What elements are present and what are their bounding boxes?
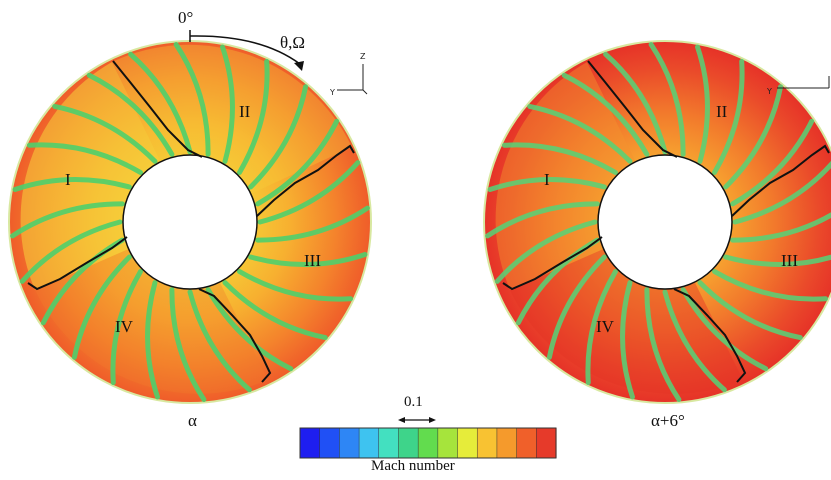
colorbar-swatch <box>339 428 360 458</box>
colorbar-swatch <box>496 428 518 458</box>
left-caption: α <box>188 411 197 430</box>
colorbar-swatches <box>300 428 557 458</box>
blade-wake <box>110 269 143 386</box>
left-sector-IV-label: IV <box>115 317 133 336</box>
blade-wake <box>648 42 686 157</box>
spacing-arrow <box>398 417 436 423</box>
blade-wake <box>71 254 132 360</box>
blade-wake <box>732 160 831 225</box>
blade-wake <box>515 237 600 326</box>
blade-wake <box>501 142 618 175</box>
right-axis-triad <box>777 76 830 89</box>
blade-wake <box>145 280 160 400</box>
colorbar-swatch <box>536 428 557 458</box>
right-sector-I-label: I <box>544 170 550 189</box>
rotation-arrow <box>196 35 301 65</box>
blade-wake <box>52 103 158 164</box>
colorbar <box>299 417 557 459</box>
blade-wake <box>680 287 769 372</box>
blade-wake <box>620 280 635 400</box>
right-sector-IV-label: IV <box>596 317 614 336</box>
colorbar-swatch <box>457 428 478 458</box>
blade-wake <box>19 219 123 284</box>
blade-wake <box>712 58 745 175</box>
left-rotor-contour <box>8 40 372 404</box>
blade-wake <box>248 84 309 190</box>
blade-wake <box>26 142 143 175</box>
colorbar-spacing-label: 0.1 <box>404 394 423 410</box>
blade-wake <box>257 160 361 225</box>
right-sector-III-label: III <box>781 251 798 270</box>
blade-wake <box>173 42 211 157</box>
left-axis-triad <box>337 64 368 95</box>
blade-wake <box>255 205 370 243</box>
colorbar-swatch <box>437 428 459 458</box>
colorbar-title: Mach number <box>371 458 455 474</box>
blade-wake <box>40 237 125 326</box>
blade-wake <box>237 58 270 175</box>
blade-wake <box>603 51 668 155</box>
blade-wake <box>10 201 125 239</box>
blade-wake <box>527 103 633 164</box>
left-hub <box>122 154 258 290</box>
blade-wake <box>546 254 607 360</box>
rotation-label: θ,Ω <box>280 33 306 52</box>
colorbar-swatch <box>516 428 537 458</box>
blade-wake <box>248 252 368 267</box>
colorbar-swatch <box>300 428 321 458</box>
left-sector-boundaries <box>27 60 355 383</box>
right-rotor-contour <box>483 40 831 404</box>
blade-wake <box>187 289 252 393</box>
colorbar-swatch <box>319 428 340 458</box>
colorbar-swatch <box>378 428 400 458</box>
colorbar-swatch <box>398 428 419 458</box>
blade-wake <box>585 269 618 386</box>
left-axis-z-label: Z <box>360 52 366 61</box>
blade-wake <box>220 44 235 164</box>
zero-degree-label: 0° <box>178 8 194 27</box>
blade-wake <box>205 287 294 372</box>
right-blade-wakes <box>485 42 831 402</box>
blade-wake <box>86 72 175 157</box>
blade-wake <box>662 289 727 393</box>
right-axis-y-label: Y <box>767 87 772 96</box>
left-sector-III-label: III <box>304 251 321 270</box>
blade-wake <box>494 219 598 284</box>
blade-wake <box>485 201 600 239</box>
blade-wake <box>730 118 815 207</box>
rotation-indicator <box>189 30 304 71</box>
colorbar-swatch <box>359 428 380 458</box>
blade-wake <box>723 84 784 190</box>
blade-wake <box>255 118 340 207</box>
colorbar-swatch <box>477 428 498 458</box>
right-sector-II-label: II <box>716 102 728 121</box>
blade-wake <box>222 280 328 341</box>
blade-wake <box>730 212 831 243</box>
blade-wake <box>561 72 650 157</box>
blade-wake <box>169 287 207 402</box>
blade-wake <box>12 177 132 192</box>
blade-wake <box>644 287 682 402</box>
blade-wake <box>723 254 831 267</box>
blade-wake <box>237 269 354 302</box>
colorbar-swatch <box>418 428 439 458</box>
blade-wake <box>487 177 607 192</box>
rotation-arrowhead <box>294 61 304 71</box>
left-blade-wakes <box>10 42 370 402</box>
blade-wake <box>695 44 710 164</box>
blade-wake <box>712 269 829 302</box>
left-sector-II-label: II <box>239 102 251 121</box>
left-axis-y-label: Y <box>330 88 335 97</box>
right-caption: α+6° <box>651 411 685 430</box>
left-sector-I-label: I <box>65 170 71 189</box>
right-sector-boundaries <box>502 60 830 383</box>
blade-wake <box>697 280 803 341</box>
right-hub <box>597 154 733 290</box>
blade-wake <box>128 51 193 155</box>
